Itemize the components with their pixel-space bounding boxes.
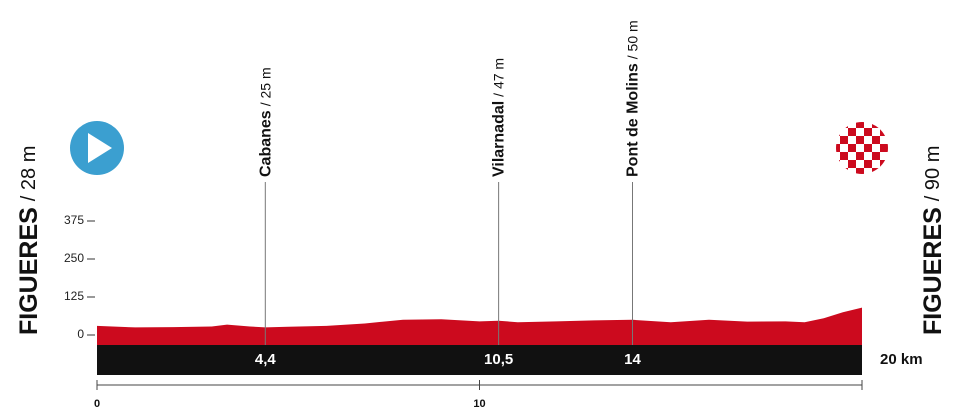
x-tick-label: 0 — [94, 398, 100, 410]
waypoint-km: 14 — [624, 351, 641, 368]
waypoint-name: Pont de Molins — [625, 63, 642, 177]
y-tick-label: 375 — [64, 213, 84, 227]
y-tick-label: 0 — [77, 327, 84, 341]
distance-label: 20 km — [880, 351, 923, 368]
start-name: FIGUERES — [15, 207, 43, 335]
waypoint-name: Vilarnadal — [491, 101, 508, 177]
waypoint-altitude: / 47 m — [490, 58, 506, 97]
finish-altitude: / 90 m — [922, 146, 944, 202]
waypoint-altitude: / 25 m — [257, 67, 273, 106]
waypoint-name: Cabanes — [258, 110, 275, 177]
waypoint-label: Cabanes / 25 m — [257, 67, 275, 177]
distance-band — [97, 345, 862, 375]
elevation-area — [97, 307, 862, 345]
waypoint-km: 10,5 — [484, 351, 513, 368]
finish-icon — [836, 122, 888, 174]
y-tick-label: 125 — [64, 289, 84, 303]
y-tick-label: 250 — [64, 251, 84, 265]
start-label: FIGUERES / 28 m — [15, 146, 43, 335]
finish-label: FIGUERES / 90 m — [919, 146, 947, 335]
waypoint-label: Pont de Molins / 50 m — [624, 20, 642, 177]
waypoint-km: 4,4 — [255, 351, 277, 368]
waypoint-label: Vilarnadal / 47 m — [490, 58, 508, 177]
start-altitude: / 28 m — [18, 146, 40, 202]
x-tick-label: 10 — [473, 398, 485, 410]
waypoint-altitude: / 50 m — [624, 20, 640, 59]
start-icon — [70, 121, 124, 175]
finish-name: FIGUERES — [919, 207, 947, 335]
